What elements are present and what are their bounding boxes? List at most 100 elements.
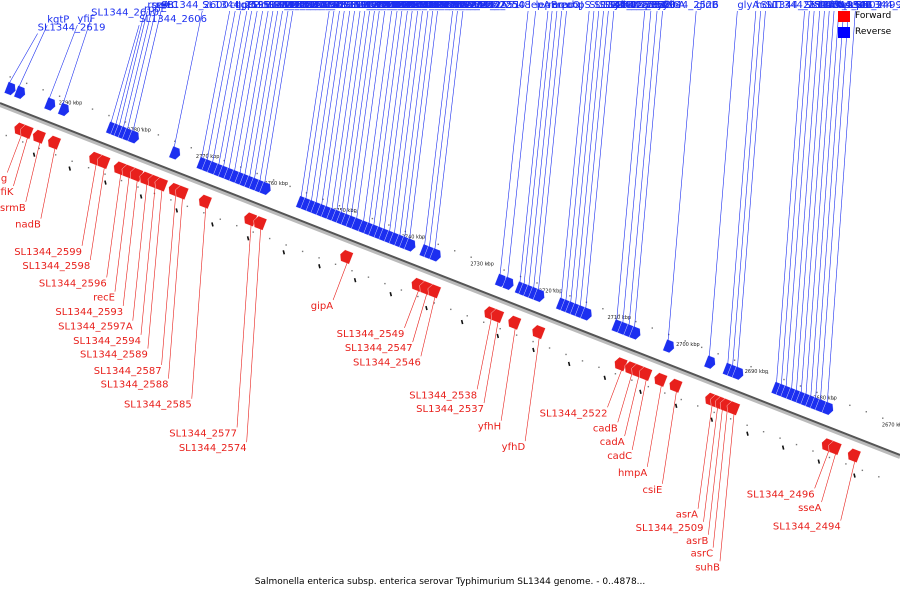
guide-dot [5, 134, 7, 137]
leader-sl1344-2558 [356, 10, 386, 219]
leader-sl1344-2499 [805, 10, 835, 395]
leader-sl1344-2575 [264, 10, 294, 183]
leader-hsca [791, 10, 820, 389]
leader-sl1344-2595 [173, 10, 203, 147]
gene-label-sl1344-2570: SL1344_2570 [334, 0, 402, 11]
gene-label-nifu: nifU [824, 0, 844, 11]
gene-label-sl1344-2606: SL1344_2606 [139, 14, 207, 25]
gene-label-sl1344-2554: SL1344_2554 [422, 0, 490, 11]
legend-reverse-label: Reverse [855, 27, 892, 37]
leader-sl1344-2573 [300, 10, 330, 197]
gene-label-pepb: pepB [844, 0, 870, 11]
gene-sl1344-2507 [821, 401, 834, 416]
gene-label-sl1344-2555: SL1344_2555 [418, 0, 486, 11]
guide-dot [581, 360, 584, 362]
guide-dot [762, 431, 765, 433]
gene-label-sl1344-2572: SL1344_2572 [344, 0, 412, 11]
guide-dot [384, 282, 386, 285]
gene-label-sl1344-2577: SL1344_2577 [169, 428, 237, 439]
gene-label-sl1344-2578: SL1344_2578 [263, 0, 331, 11]
gene-label-sl1344-2610: SL1344_2610 [91, 7, 159, 18]
leader-iscs [781, 10, 810, 385]
leader-sl1344-2547 [412, 294, 427, 343]
strand-marker [282, 250, 286, 255]
guide-dot [351, 270, 353, 272]
guide-dot [371, 217, 374, 220]
gene-sl1344-2610 [57, 102, 70, 117]
guide-dot [697, 405, 699, 407]
strand-marker [567, 361, 571, 367]
gene-label-sl1344-2589: SL1344_2589 [80, 350, 148, 361]
gene-glya [703, 355, 716, 370]
guide-dot [367, 276, 370, 278]
guide-dot [849, 404, 851, 407]
gene-label-yfhh: yfhH [478, 422, 501, 433]
leader-sl1344-2580 [228, 10, 258, 169]
leader-reco [528, 10, 558, 286]
gene-label-ung: ung [0, 174, 7, 185]
leader-hmpa [646, 385, 662, 467]
guide-dot [783, 378, 785, 381]
guide-dot [75, 101, 77, 104]
leader-purl [616, 10, 646, 320]
guide-dot [548, 347, 551, 349]
gene-sl1344-2588 [175, 185, 190, 201]
leader-gpo [206, 10, 236, 160]
strand-marker [710, 417, 714, 422]
leader-sl1344-2533 [570, 10, 600, 303]
gene-nadb [47, 135, 62, 151]
gene-label-sl1344-2593: SL1344_2593 [55, 307, 123, 318]
guide-dot [190, 147, 192, 149]
leader-asrb [708, 409, 723, 535]
guide-dot [832, 398, 835, 400]
gene-sl1344-2552 [403, 237, 416, 253]
gene-label-sl1344-2530: SL1344_2530 [608, 0, 676, 11]
leader-sl1344-2572 [315, 10, 345, 203]
guide-dot [700, 346, 703, 349]
leader-sl1344-2566 [336, 10, 366, 211]
leader-sl1344-2564 [341, 10, 370, 213]
guide-dot [651, 327, 653, 329]
guide-dot [565, 353, 567, 356]
leader-sl1344-2560 [373, 10, 403, 226]
leader-sl1344-2557 [379, 10, 408, 228]
leader-sl1344-2509 [703, 407, 718, 522]
guide-dot [25, 82, 28, 85]
gene-glnb [662, 338, 675, 354]
gene-label-kgtp: kgtP [47, 14, 69, 25]
gene-label-glya: glyA [737, 0, 759, 11]
strand-marker [532, 347, 535, 353]
gene-label-hsca: hscA [820, 0, 844, 11]
guide-dot [388, 224, 390, 226]
leader-sl1344-2570 [305, 10, 335, 199]
guide-dot [42, 89, 44, 91]
guide-dot [256, 172, 258, 175]
gene-label-cadc: cadC [607, 451, 632, 462]
leader-sl1344-2574 [246, 229, 261, 443]
guide-dot [483, 321, 485, 323]
gene-yfhh [507, 315, 522, 331]
gene-label-sl1344-2574: SL1344_2574 [179, 443, 247, 454]
leader-sl1344-2567 [331, 10, 361, 209]
gene-label-yfik: yfiK [0, 187, 14, 198]
gene-label-nadb: nadB [15, 220, 41, 231]
guide-dot [635, 320, 637, 323]
leader-sl1344-2577 [236, 225, 252, 428]
leader-kgtp [18, 25, 48, 87]
gene-label-cada: cadA [600, 437, 625, 448]
guide-dot [450, 308, 452, 311]
gene-label-sl1344-2619: SL1344_2619 [38, 23, 106, 34]
gene-label-purl: purL [645, 0, 668, 11]
leader-sl1344-2535 [565, 10, 595, 301]
strand-marker [318, 264, 321, 269]
gene-label-sl1344-2558: SL1344_2558 [385, 0, 453, 11]
guide-dot [664, 392, 666, 394]
gene-label-sl1344-2552a: SL1344_2552A [433, 0, 508, 11]
leader-sl1344-2578 [234, 10, 263, 171]
guide-dot [466, 315, 468, 317]
leader-gpp [212, 10, 241, 162]
guide-dot [845, 463, 847, 465]
gene-label-sl1344-2553: SL1344_2553 [428, 0, 496, 11]
